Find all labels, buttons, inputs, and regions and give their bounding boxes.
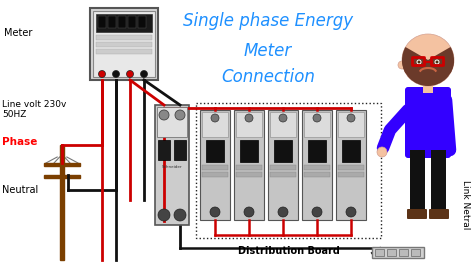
Circle shape <box>347 114 355 122</box>
Wedge shape <box>402 47 428 73</box>
Bar <box>270 112 296 137</box>
Bar <box>375 249 384 256</box>
Circle shape <box>211 114 219 122</box>
Bar <box>200 110 230 220</box>
Bar <box>338 172 364 177</box>
Text: Meter: Meter <box>4 28 32 38</box>
Text: Meter: Meter <box>244 42 292 60</box>
Circle shape <box>377 147 387 157</box>
Bar <box>270 172 296 177</box>
Bar <box>304 172 330 177</box>
Bar <box>342 140 360 162</box>
Circle shape <box>313 114 321 122</box>
Bar <box>372 247 424 258</box>
Circle shape <box>402 34 454 86</box>
Bar <box>399 249 408 256</box>
Bar <box>268 110 298 220</box>
Text: Neutral: Neutral <box>2 185 38 195</box>
Circle shape <box>435 60 439 64</box>
Text: Schneider: Schneider <box>162 165 182 169</box>
Bar <box>270 165 296 170</box>
FancyBboxPatch shape <box>407 209 427 219</box>
Bar <box>240 140 258 162</box>
Bar <box>155 105 189 225</box>
Bar <box>128 16 136 28</box>
Bar <box>118 16 126 28</box>
Bar <box>202 165 228 170</box>
Bar <box>274 140 292 162</box>
Bar <box>202 172 228 177</box>
Bar <box>44 175 80 178</box>
Circle shape <box>398 61 406 69</box>
Circle shape <box>417 60 421 64</box>
Bar <box>96 35 152 40</box>
Bar <box>174 140 186 160</box>
Circle shape <box>140 70 147 77</box>
Circle shape <box>244 207 254 217</box>
Bar <box>196 103 381 238</box>
Bar <box>431 150 446 215</box>
Bar <box>98 16 106 28</box>
Bar <box>236 165 262 170</box>
Bar <box>96 42 152 47</box>
Bar <box>338 165 364 170</box>
Circle shape <box>99 70 106 77</box>
Bar <box>93 11 155 77</box>
Bar <box>411 249 420 256</box>
Circle shape <box>127 70 134 77</box>
Bar <box>304 165 330 170</box>
Bar <box>302 110 332 220</box>
Text: Single phase Energy: Single phase Energy <box>183 12 353 30</box>
Circle shape <box>436 60 438 64</box>
Bar <box>304 112 330 137</box>
Bar <box>338 112 364 137</box>
Bar <box>90 8 158 80</box>
Bar <box>410 150 425 215</box>
Bar <box>236 172 262 177</box>
Wedge shape <box>402 60 454 86</box>
Bar <box>202 112 228 137</box>
Circle shape <box>158 209 170 221</box>
Bar <box>138 16 146 28</box>
Circle shape <box>112 70 119 77</box>
Text: Line volt 230v
50HZ: Line volt 230v 50HZ <box>2 100 66 119</box>
Bar <box>96 14 152 32</box>
Bar <box>206 140 224 162</box>
Circle shape <box>279 114 287 122</box>
Bar <box>236 112 262 137</box>
Bar <box>336 110 366 220</box>
Bar <box>158 140 170 160</box>
Text: Distribution Board: Distribution Board <box>237 246 339 256</box>
Circle shape <box>418 60 420 64</box>
Circle shape <box>159 110 169 120</box>
Circle shape <box>245 114 253 122</box>
Bar <box>387 249 396 256</box>
Bar <box>96 49 152 54</box>
FancyBboxPatch shape <box>405 87 451 158</box>
Circle shape <box>346 207 356 217</box>
Circle shape <box>210 207 220 217</box>
Bar <box>157 107 187 137</box>
Circle shape <box>175 110 185 120</box>
Bar <box>423 78 433 93</box>
Wedge shape <box>428 47 454 73</box>
FancyBboxPatch shape <box>429 209 449 219</box>
Text: Connection: Connection <box>221 68 315 86</box>
Text: Phase: Phase <box>2 137 37 147</box>
Bar <box>234 110 264 220</box>
Bar <box>108 16 116 28</box>
Circle shape <box>174 209 186 221</box>
Bar <box>60 145 64 260</box>
Bar <box>308 140 326 162</box>
Text: Link Netral: Link Netral <box>462 180 471 230</box>
Bar <box>44 163 80 166</box>
Circle shape <box>278 207 288 217</box>
Circle shape <box>312 207 322 217</box>
